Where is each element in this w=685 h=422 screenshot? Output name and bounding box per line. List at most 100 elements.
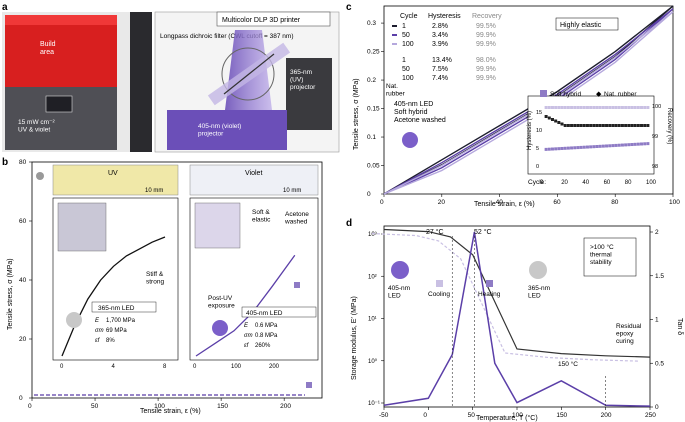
c-inset-recovery-point bbox=[566, 106, 570, 109]
c-inset-hyst-tick: 15 bbox=[536, 110, 542, 116]
t150-label: 150 °C bbox=[558, 360, 578, 368]
storage-modulus-curve bbox=[383, 228, 651, 358]
printer-title: Multicolor DLP 3D printer bbox=[222, 17, 301, 24]
c-curve-cycle-50 bbox=[383, 8, 674, 195]
c-inset-nat-point bbox=[630, 124, 634, 127]
d-xtick-label: -50 bbox=[379, 412, 389, 419]
c-inset-recovery-point bbox=[624, 106, 628, 109]
uv-scale: 10 mm bbox=[145, 188, 163, 194]
c-inset-recovery-point bbox=[573, 106, 577, 109]
led365-label: 365-nm LED bbox=[98, 305, 135, 312]
col-cycle: Cycle bbox=[400, 13, 418, 20]
c-inset-nat-point bbox=[598, 124, 602, 127]
c-inset-nat-point bbox=[566, 124, 570, 127]
panel-c-xlabel: Tensile strain, ε (%) bbox=[474, 201, 535, 208]
acetone-label: Acetone washed bbox=[284, 211, 309, 226]
c-inset-soft-point bbox=[544, 147, 548, 151]
c-inset-recovery-point bbox=[550, 106, 554, 109]
c-inset-recovery-point bbox=[630, 106, 634, 109]
c-inset-recovery-point bbox=[570, 106, 574, 109]
c-inset-soft-point bbox=[589, 145, 593, 149]
soft-row-cycle: 1 bbox=[402, 23, 406, 30]
c-inset-soft-point bbox=[611, 144, 615, 148]
c-xtick-label: 80 bbox=[611, 199, 619, 206]
c-inset-nat-point bbox=[573, 124, 577, 127]
eps405: 260% bbox=[255, 343, 271, 349]
uv-curve-marker bbox=[36, 172, 44, 180]
c-inset-hyst-tick: 5 bbox=[536, 146, 539, 152]
residual-label: Residual epoxy curing bbox=[616, 323, 642, 345]
c-inset-nat-point bbox=[627, 124, 631, 127]
col-recovery: Recovery bbox=[472, 13, 502, 20]
c-inset-soft-point bbox=[585, 145, 589, 149]
inset-ylabel-left: Hysteresis (%) bbox=[527, 111, 533, 150]
led365-d-label: 365-nm LED bbox=[528, 285, 550, 300]
b-xtick-label: 0 bbox=[28, 403, 32, 410]
c-inset-soft-point bbox=[617, 143, 621, 147]
uv-violet-label: 15 mW cm⁻² UV & violet bbox=[18, 119, 55, 134]
d-y2tick-label: 2 bbox=[655, 229, 659, 236]
violet-inset-xtick: 0 bbox=[193, 364, 197, 370]
c-inset-soft-point bbox=[608, 144, 612, 148]
d-y2tick-label: 0 bbox=[655, 404, 659, 411]
soft-microstructure bbox=[194, 202, 241, 249]
svg-text:σm: σm bbox=[95, 328, 104, 334]
panel-c-ylabel: Tensile stress, σ (MPa) bbox=[353, 78, 360, 150]
nat-row-cycle: 1 bbox=[402, 57, 406, 64]
svg-text:E: E bbox=[95, 318, 100, 324]
led-note: 405-nm LED Soft hybrid Acetone washed bbox=[394, 101, 446, 124]
d-xtick-label: 0 bbox=[423, 412, 427, 419]
d-xtick-label: 50 bbox=[468, 412, 476, 419]
c-xtick-label: 0 bbox=[380, 199, 384, 206]
c-inset-recovery-point bbox=[595, 106, 599, 109]
c-inset-xtick: 60 bbox=[604, 180, 611, 186]
c-inset-nat-point bbox=[550, 118, 554, 121]
panel-c: c Tensile stress, σ (MPa) Tensile strain… bbox=[346, 2, 680, 208]
t27-label: 27 °C bbox=[426, 228, 444, 236]
d-ytick-label: 10⁻¹ bbox=[368, 401, 380, 407]
c-inset-nat-point bbox=[547, 116, 551, 120]
d-xtick-label: 100 bbox=[512, 412, 523, 419]
c-inset-soft-point bbox=[595, 145, 599, 148]
c-inset-recovery-point bbox=[563, 106, 567, 109]
c-inset-nat-point bbox=[643, 124, 647, 127]
nat-row-hysteresis: 7.4% bbox=[432, 75, 448, 82]
c-inset-recovery-point bbox=[617, 106, 621, 109]
c-ytick-label: 0.1 bbox=[367, 134, 376, 141]
c-inset-nat-point bbox=[557, 121, 561, 124]
violet-stress-strain-curve bbox=[195, 254, 296, 357]
c-inset-soft-point bbox=[560, 146, 564, 150]
c-inset-nat-point bbox=[579, 124, 583, 127]
led405-d-label: 405-nm LED bbox=[388, 285, 410, 300]
b-ytick-label: 60 bbox=[19, 218, 27, 225]
c-inset-recovery-point bbox=[582, 106, 586, 109]
violet-scale: 10 mm bbox=[283, 188, 301, 194]
tan-delta-curve bbox=[383, 231, 651, 407]
d-ytick-label: 10³ bbox=[368, 232, 377, 238]
c-inset-soft-point bbox=[557, 147, 561, 151]
panel-d-y2label: Tan δ bbox=[676, 318, 683, 335]
c-inset-soft-point bbox=[640, 142, 644, 146]
c-inset-soft-point bbox=[582, 145, 586, 149]
d-ytick-label: 10⁰ bbox=[368, 358, 378, 365]
c-ytick-label: 0.15 bbox=[367, 106, 380, 113]
uv-projector-label: 365-nm (UV) projector bbox=[290, 69, 316, 91]
nat-row-recovery: 99.9% bbox=[476, 75, 496, 82]
panel-b-ylabel: Tensile stress, σ (MPa) bbox=[7, 258, 14, 330]
c-inset-nat-point bbox=[554, 119, 558, 123]
c-inset-soft-point bbox=[627, 143, 631, 147]
soft-row-recovery: 99.5% bbox=[476, 23, 496, 30]
c-curve-cycle-100 bbox=[383, 11, 674, 195]
nat-row-hysteresis: 13.4% bbox=[432, 57, 452, 64]
panel-d: d Storage modulus, E′ (MPa) Tan δ Temper… bbox=[346, 218, 683, 422]
c-inset-recovery-point bbox=[601, 106, 605, 109]
svg-text:εf: εf bbox=[95, 338, 101, 344]
highly-elastic: Highly elastic bbox=[560, 22, 602, 29]
c-inset-soft-point bbox=[554, 147, 558, 151]
inset-ylabel-right: Recovery (%) bbox=[666, 108, 672, 144]
violet-projector-label: 405-nm (violet) projector bbox=[198, 123, 241, 138]
uv-projector bbox=[286, 58, 332, 130]
c-inset-soft-point bbox=[614, 143, 618, 147]
